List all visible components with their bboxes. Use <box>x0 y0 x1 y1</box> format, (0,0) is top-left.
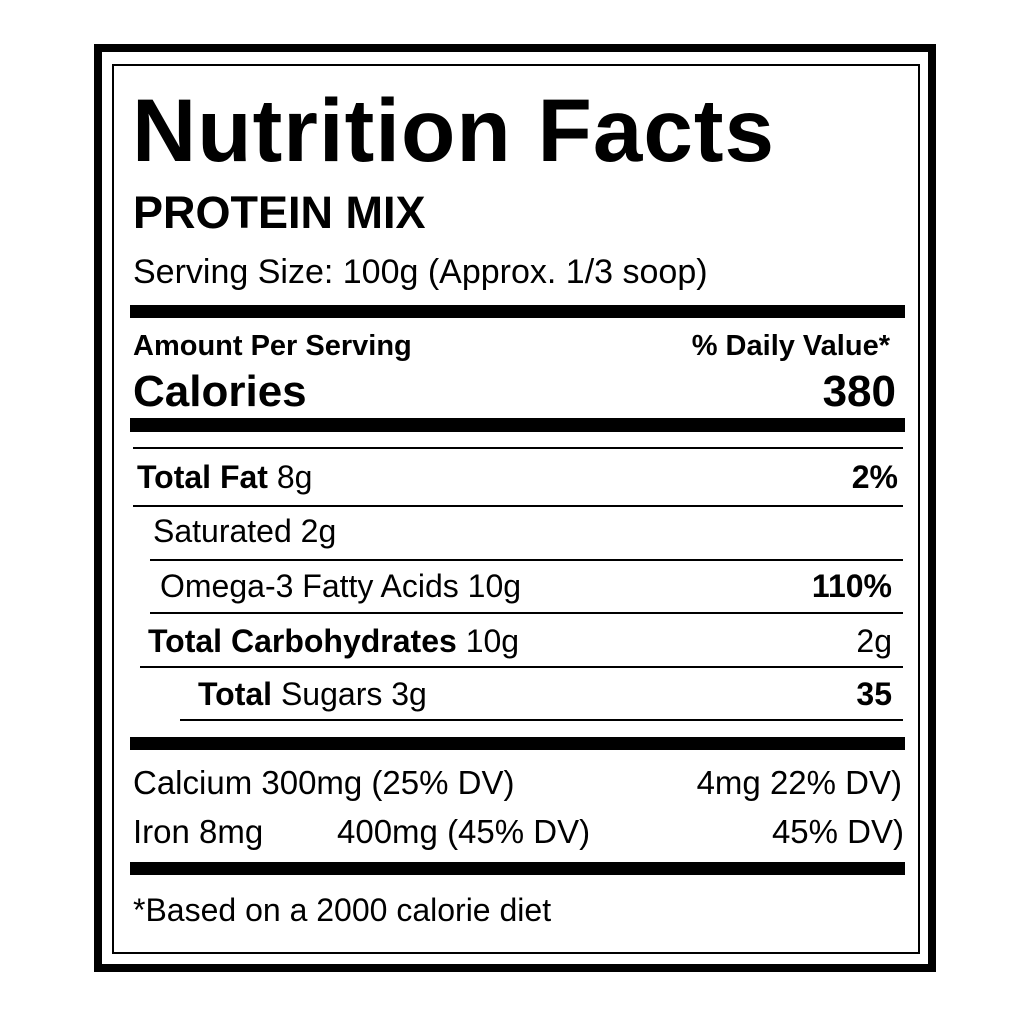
nutrient-dv: 2g <box>856 623 892 659</box>
label-inner-border <box>112 64 920 954</box>
amount-per-serving: Amount Per Serving <box>133 330 412 362</box>
daily-value-header: % Daily Value* <box>691 330 890 362</box>
nutrient-dv: 35 <box>856 676 892 712</box>
label-text: Total <box>198 676 273 712</box>
nutrient-dv: 2% <box>851 459 898 495</box>
divider-thin <box>150 559 903 561</box>
label-outer-border <box>94 44 936 972</box>
divider-thin <box>150 612 903 614</box>
mineral-calcium: Calcium 300mg (25% DV) <box>133 764 515 801</box>
nutrient-row-total-carbohydrates: Total Carbohydrates 10g <box>148 625 519 657</box>
divider-thin <box>180 719 903 721</box>
divider-thick <box>130 737 905 750</box>
mineral-calcium-right: 4mg 22% DV) <box>696 764 902 801</box>
nutrient-row-omega-3: Omega-3 Fatty Acids 10g <box>160 568 522 604</box>
mineral-iron-right: 45% DV) <box>771 813 904 850</box>
nutrient-row-total-fat: Total Fat 8g <box>137 461 312 493</box>
divider-thin <box>133 505 903 507</box>
label-text: 8g <box>267 459 313 495</box>
label-text: Total Carbohydrates <box>148 623 457 659</box>
nutrient-row-saturated: Saturated 2g <box>153 513 337 549</box>
serving-size: Serving Size: 100g (Approx. 1/3 soop) <box>133 253 708 291</box>
mineral-iron: Iron 8mg <box>133 813 264 850</box>
divider-thick <box>130 862 905 875</box>
divider-thick <box>130 305 905 318</box>
calories-value: 380 <box>822 367 896 416</box>
label-text: 10g <box>456 623 520 659</box>
label-text: Total Fat <box>137 459 268 495</box>
footnote: *Based on a 2000 calorie diet <box>133 892 552 928</box>
divider-thin <box>133 447 903 449</box>
divider-thin <box>140 666 903 668</box>
divider-thick <box>130 418 905 432</box>
product-name: PROTEIN MIX <box>133 187 426 238</box>
label-text: Sugars 3g <box>272 676 427 712</box>
label-title: Nutrition Facts <box>132 80 775 180</box>
mineral-iron-middle: 400mg (45% DV) <box>337 813 591 850</box>
calories-label: Calories <box>133 367 307 416</box>
nutrient-dv: 110% <box>811 568 892 604</box>
nutrient-row-total-sugars: Total Sugars 3g <box>198 678 427 710</box>
